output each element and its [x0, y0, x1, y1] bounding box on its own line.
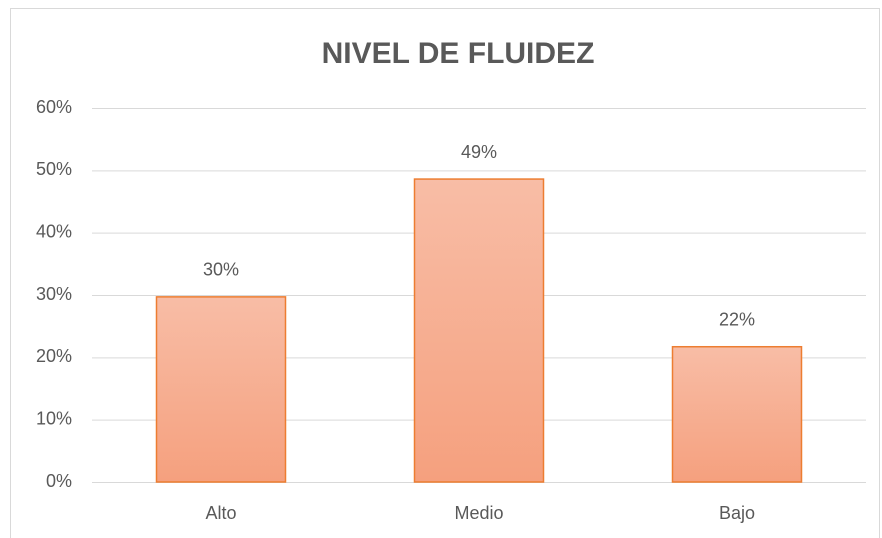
y-tick-label: 50%	[36, 159, 72, 179]
data-label: 22%	[719, 309, 755, 329]
data-label: 49%	[461, 142, 497, 162]
y-tick-label: 60%	[36, 97, 72, 117]
y-tick-label: 0%	[46, 471, 72, 491]
bar	[155, 296, 287, 483]
chart-title: NIVEL DE FLUIDEZ	[322, 37, 595, 70]
y-tick-label: 20%	[36, 346, 72, 366]
bar	[671, 345, 803, 483]
data-label: 30%	[203, 260, 239, 280]
x-tick-label: Bajo	[719, 503, 755, 523]
y-tick-label: 10%	[36, 408, 72, 428]
x-tick-label: Alto	[205, 503, 236, 523]
y-tick-label: 30%	[36, 284, 72, 304]
bar	[413, 178, 545, 483]
x-tick-label: Medio	[454, 503, 503, 523]
y-tick-label: 40%	[36, 221, 72, 241]
